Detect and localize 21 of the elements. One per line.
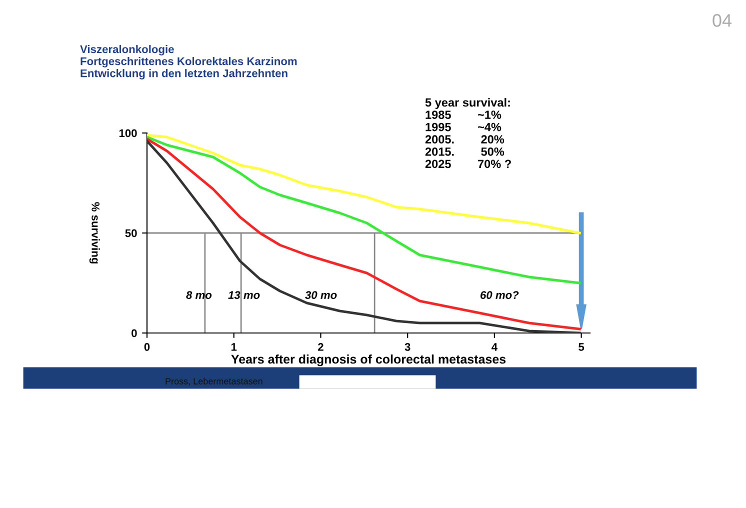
y-tick-label: 0 xyxy=(132,329,137,338)
y-tick-label: 50 xyxy=(125,229,137,238)
x-tick-label: 2 xyxy=(318,343,324,351)
text: Pross, Lebermetastasen xyxy=(166,378,262,386)
line-series xyxy=(147,136,581,284)
x-tick-label: 0 xyxy=(144,343,150,351)
annotation: 60 mo? xyxy=(480,291,519,299)
text: 04 xyxy=(712,14,732,27)
x-axis-title: Years after diagnosis of colorectal metastases xyxy=(231,354,506,366)
x-tick-label: 3 xyxy=(404,343,410,351)
annotation: 8 mo xyxy=(186,291,212,299)
line-series xyxy=(147,134,581,234)
x-tick-label: 4 xyxy=(492,343,498,351)
annotation: 30 mo xyxy=(305,291,337,299)
annotation: 5 year survival: 1985 ~1% 1995 ~4% 2005. 20% 2015. 50% 2025 70% ? xyxy=(425,98,511,168)
y-axis-title: % surviving xyxy=(89,202,100,264)
x-tick-label: 5 xyxy=(578,343,584,351)
chart-title: Viszeralonkologie Fortgeschrittenes Kolorektales Karzinom Entwicklung in den letzten Jahrzehnten xyxy=(80,45,297,80)
x-tick-label: 1 xyxy=(231,343,237,351)
y-tick-label: 100 xyxy=(119,129,137,138)
annotation: 13 mo xyxy=(228,291,260,299)
